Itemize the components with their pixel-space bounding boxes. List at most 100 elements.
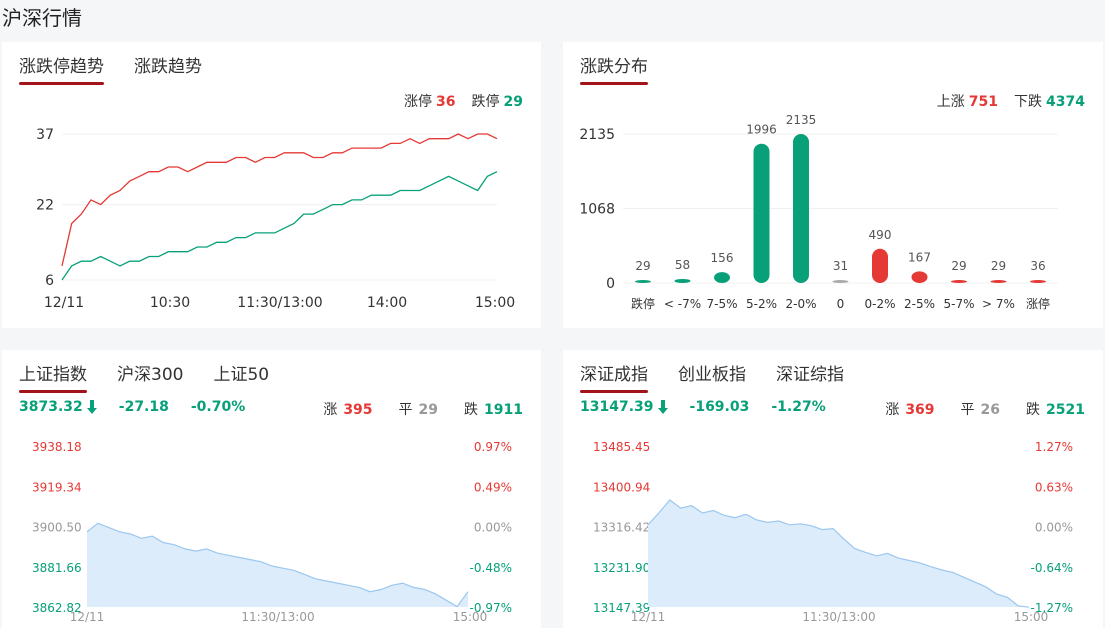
y-left-tick-label: 3919.34 bbox=[32, 480, 82, 494]
y-left-tick-label: 3881.66 bbox=[32, 561, 82, 575]
sh-up-count: 395 bbox=[343, 402, 373, 418]
y-right-tick-label: -1.27% bbox=[1031, 601, 1073, 615]
distribution-bar bbox=[990, 280, 1007, 283]
distribution-bar bbox=[635, 280, 651, 283]
tab-updown-trend[interactable]: 涨跌趋势 bbox=[134, 57, 202, 77]
sh-price: 3873.32 bbox=[19, 399, 83, 415]
bar-value-label: 490 bbox=[869, 228, 892, 242]
sh-index-chart: 3938.18 0.97% 3919.34 0.49% 3900.50 0.00% 3881… bbox=[32, 440, 512, 624]
sh-flat-label: 平 bbox=[398, 402, 413, 418]
limit-down-count: 29 bbox=[503, 94, 523, 110]
sh-pct: -0.70% bbox=[190, 399, 246, 415]
x-tick-label: 跌停 bbox=[631, 296, 655, 311]
rise-count: 751 bbox=[968, 94, 999, 110]
limit-down-series-line bbox=[61, 171, 498, 281]
page-title: 沪深行情 bbox=[2, 6, 82, 30]
limit-down-label: 跌停 bbox=[471, 94, 500, 110]
x-tick-label: 11:30/13:00 bbox=[241, 610, 314, 624]
x-tick-label: 0-2% bbox=[864, 297, 895, 311]
bar-value-label: 29 bbox=[635, 259, 650, 273]
y-tick-label: 1068 bbox=[579, 201, 615, 217]
sz-flat-count: 26 bbox=[980, 402, 1001, 418]
y-right-tick-label: 0.00% bbox=[1035, 521, 1073, 535]
distribution-bar bbox=[832, 280, 849, 283]
limit-legend: 涨停 36 跌停 29 bbox=[404, 91, 523, 111]
bar-value-label: 36 bbox=[1030, 259, 1045, 273]
bar-value-label: 29 bbox=[951, 259, 966, 273]
x-tick-label: 7-5% bbox=[706, 297, 737, 311]
bar-value-label: 156 bbox=[711, 251, 734, 265]
y-left-tick-label: 13147.39 bbox=[593, 601, 650, 615]
tab-sse50[interactable]: 上证50 bbox=[213, 365, 270, 385]
tab-limit-trend[interactable]: 涨跌停趋势 bbox=[19, 52, 104, 85]
distribution-chart: 2135 1068 0 29 跌停 58 < -7% 156 7-5% 1996 5-2% 2135 2… bbox=[579, 113, 1058, 311]
x-tick-label: 15:00 bbox=[475, 295, 515, 311]
x-tick-label: 10:30 bbox=[150, 295, 190, 311]
y-tick-label: 37 bbox=[36, 127, 54, 143]
distribution-panel: 涨跌分布 上涨 751 下跌 4374 2135 1068 0 29 跌停 58 < -7% 15… bbox=[563, 42, 1103, 328]
x-tick-label: 14:00 bbox=[367, 295, 407, 311]
y-tick-label: 0 bbox=[606, 276, 615, 292]
x-tick-label: 2-0% bbox=[785, 297, 816, 311]
index-area-fill bbox=[87, 523, 468, 607]
y-left-tick-label: 13231.90 bbox=[593, 561, 650, 575]
sz-price: 13147.39 bbox=[580, 399, 654, 415]
limit-trend-panel: 涨跌停趋势 涨跌趋势 涨停 36 跌停 29 37 22 6 12/11 10:30 11:3… bbox=[2, 42, 541, 328]
x-tick-label: 5-7% bbox=[943, 297, 974, 311]
limit-up-label: 涨停 bbox=[404, 94, 433, 110]
sz-down-count: 2521 bbox=[1046, 402, 1085, 418]
bar-value-label: 31 bbox=[833, 259, 848, 273]
index-area-fill bbox=[648, 500, 1029, 608]
sz-change: -169.03 bbox=[689, 399, 750, 415]
tab-sz-composite[interactable]: 深证综指 bbox=[776, 365, 844, 385]
x-tick-label: 11:30/13:00 bbox=[237, 295, 322, 311]
sh-breadth: 涨 395 平 29 跌 1911 bbox=[323, 399, 523, 419]
down-arrow-icon bbox=[86, 400, 97, 414]
x-tick-label: 12/11 bbox=[631, 610, 666, 624]
tab-sz-component[interactable]: 深证成指 bbox=[580, 360, 648, 393]
x-tick-label: 11:30/13:00 bbox=[802, 610, 875, 624]
index-price-line bbox=[86, 522, 469, 608]
limit-up-count: 36 bbox=[436, 94, 456, 110]
y-right-tick-label: -0.97% bbox=[470, 601, 512, 615]
y-tick-label: 6 bbox=[45, 273, 54, 289]
y-tick-label: 22 bbox=[36, 198, 54, 214]
x-tick-label: 15:00 bbox=[453, 610, 488, 624]
y-right-tick-label: 1.27% bbox=[1035, 440, 1073, 454]
sh-down-label: 跌 bbox=[464, 402, 479, 418]
distribution-bar bbox=[753, 143, 770, 283]
sh-change: -27.18 bbox=[118, 399, 169, 415]
distribution-bar bbox=[674, 278, 691, 283]
bar-value-label: 1996 bbox=[746, 123, 777, 137]
tab-csi300[interactable]: 沪深300 bbox=[117, 365, 184, 385]
tab-distribution[interactable]: 涨跌分布 bbox=[580, 52, 648, 85]
distribution-bar bbox=[793, 134, 809, 283]
y-right-tick-label: 0.97% bbox=[474, 440, 512, 454]
y-left-tick-label: 3900.50 bbox=[32, 521, 82, 535]
y-left-tick-label: 3862.82 bbox=[32, 601, 82, 615]
y-left-tick-label: 3938.18 bbox=[32, 440, 82, 454]
tab-chinext[interactable]: 创业板指 bbox=[678, 365, 746, 385]
x-tick-label: < -7% bbox=[664, 297, 701, 311]
rise-label: 上涨 bbox=[936, 94, 965, 110]
y-right-tick-label: -0.64% bbox=[1031, 561, 1073, 575]
x-tick-label: 2-5% bbox=[904, 297, 935, 311]
distribution-legend: 上涨 751 下跌 4374 bbox=[937, 91, 1085, 111]
sh-down-count: 1911 bbox=[484, 402, 523, 418]
distribution-bar bbox=[714, 272, 730, 283]
x-tick-label: 涨停 bbox=[1026, 296, 1050, 311]
sz-up-count: 369 bbox=[905, 402, 935, 418]
x-tick-label: 5-2% bbox=[746, 297, 777, 311]
fall-label: 下跌 bbox=[1014, 94, 1043, 110]
down-arrow-icon bbox=[657, 400, 668, 414]
y-right-tick-label: 0.63% bbox=[1035, 480, 1073, 494]
y-tick-label: 2135 bbox=[579, 127, 615, 143]
x-tick-label: 12/11 bbox=[70, 610, 105, 624]
tab-sh-composite[interactable]: 上证指数 bbox=[19, 360, 87, 393]
index-price-line bbox=[647, 499, 1030, 608]
bar-value-label: 58 bbox=[675, 258, 690, 272]
x-tick-label: 0 bbox=[837, 297, 845, 311]
limit-up-series-line bbox=[61, 133, 498, 267]
y-right-tick-label: 0.49% bbox=[474, 480, 512, 494]
